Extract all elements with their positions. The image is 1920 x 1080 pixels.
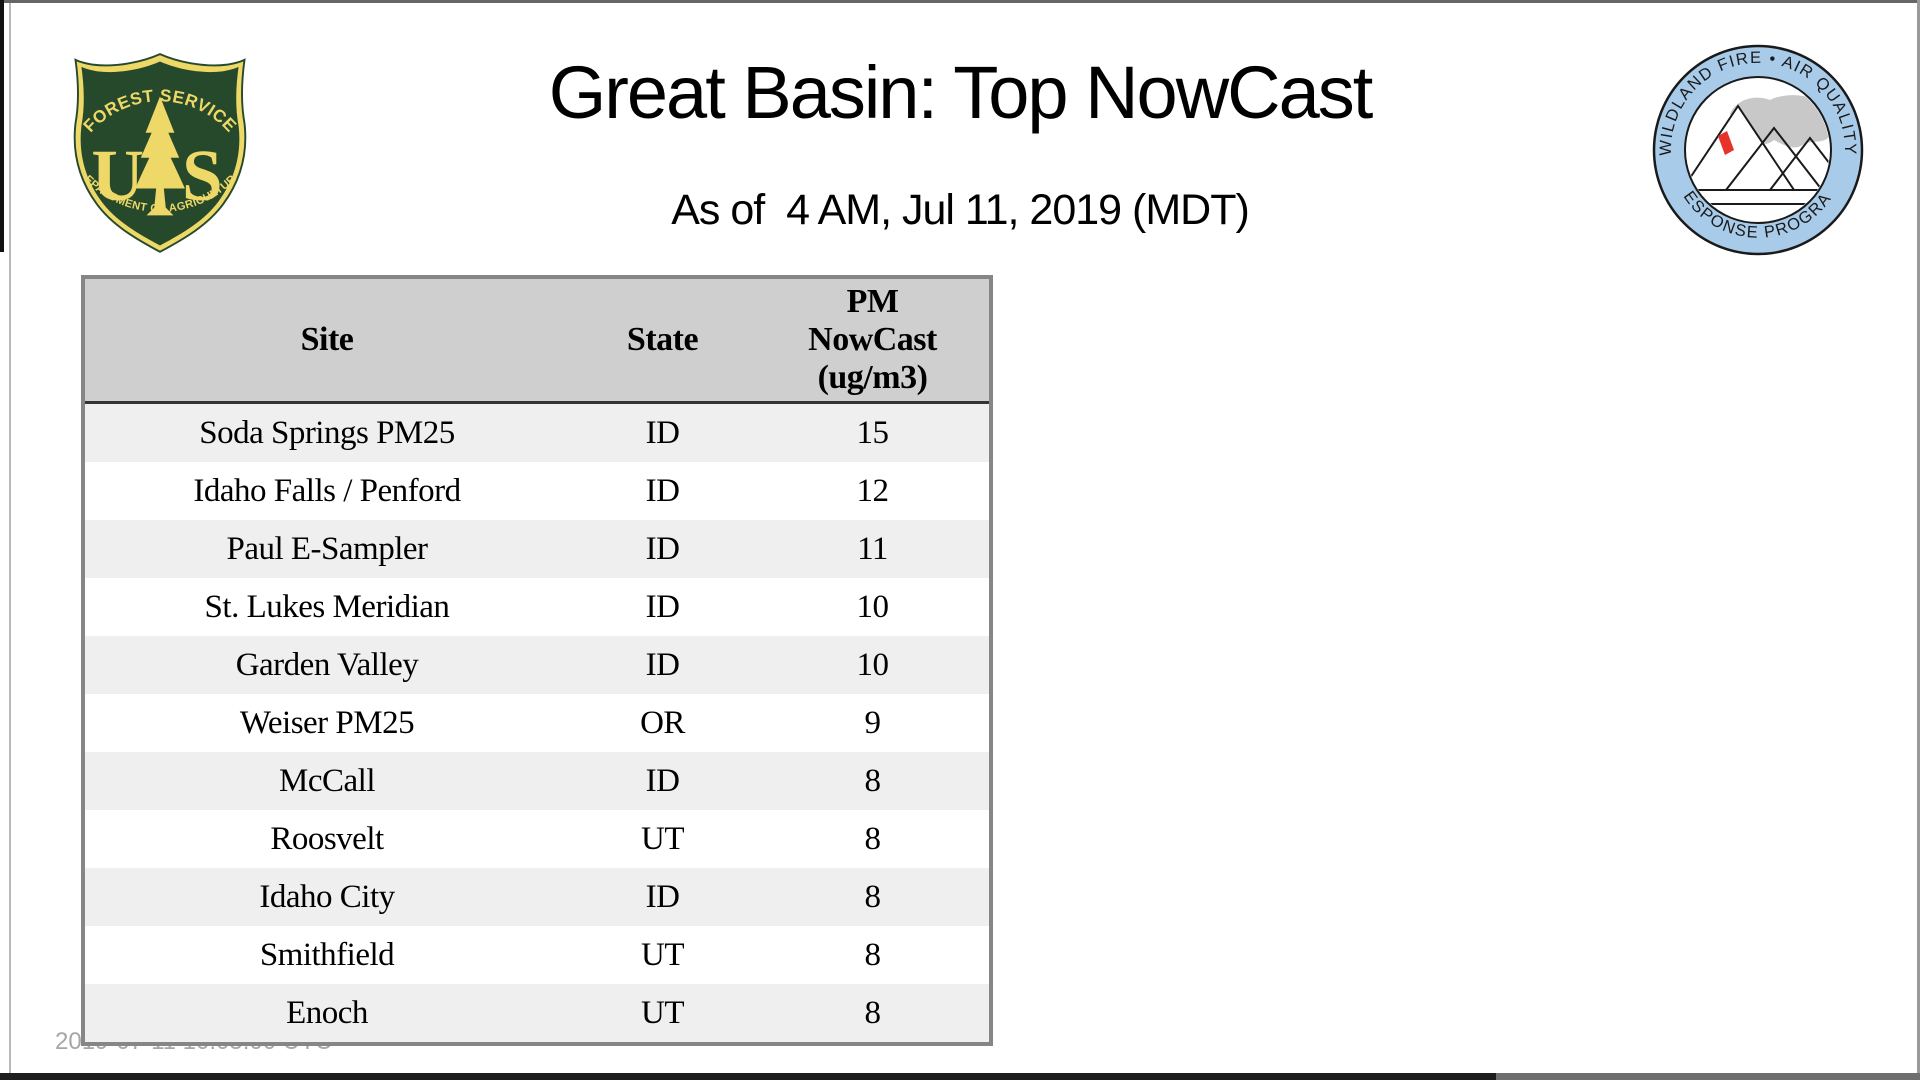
nowcast-table: Site State PM NowCast (ug/m3) Soda Sprin… <box>81 275 993 1046</box>
table-row: Roosvelt UT 8 <box>85 810 989 868</box>
table-row: Smithfield UT 8 <box>85 926 989 984</box>
page-title: Great Basin: Top NowCast <box>548 51 1374 134</box>
window-edge-bottom-right <box>1496 1073 1920 1080</box>
table-row: Paul E-Sampler ID 11 <box>85 520 989 578</box>
cell-site: Enoch <box>286 994 368 1031</box>
table-header-row: Site State PM NowCast (ug/m3) <box>85 279 989 404</box>
header-state: State <box>569 279 756 404</box>
cell-site: Soda Springs PM25 <box>199 414 455 451</box>
cell-state: ID <box>645 472 680 509</box>
cell-pm: 8 <box>864 762 882 799</box>
wfaqrp-logo: WILDLAND FIRE • AIR QUALITY RESPONSE PRO… <box>1652 44 1864 256</box>
header-pm: PM NowCast (ug/m3) <box>756 279 989 404</box>
cell-pm: 10 <box>856 588 890 625</box>
cell-state: UT <box>641 994 685 1031</box>
page-subtitle: As of 4 AM, Jul 11, 2019 (MDT) <box>671 186 1250 234</box>
table-row: Enoch UT 8 <box>85 984 989 1042</box>
cell-state: ID <box>645 762 680 799</box>
cell-site: Weiser PM25 <box>239 704 415 741</box>
cell-site: Paul E-Sampler <box>226 530 428 567</box>
cell-site: Roosvelt <box>270 820 384 857</box>
table-row: Soda Springs PM25 ID 15 <box>85 402 989 462</box>
cell-site: Garden Valley <box>235 646 419 683</box>
cell-pm: 9 <box>864 704 882 741</box>
pine-tree-icon <box>135 96 185 216</box>
cell-pm: 15 <box>856 414 890 451</box>
cell-state: UT <box>641 820 685 857</box>
cell-state: UT <box>641 936 685 973</box>
window-edge-right <box>1917 0 1920 1080</box>
cell-pm: 8 <box>864 820 882 857</box>
cell-site: St. Lukes Meridian <box>204 588 450 625</box>
cell-state: ID <box>645 530 680 567</box>
cell-state: ID <box>645 878 680 915</box>
table-row: Idaho City ID 8 <box>85 868 989 926</box>
cell-state: ID <box>645 588 680 625</box>
cell-site: Idaho Falls / Penford <box>193 472 461 509</box>
cell-pm: 12 <box>856 472 890 509</box>
table-row: Garden Valley ID 10 <box>85 636 989 694</box>
table-body: Soda Springs PM25 ID 15 Idaho Falls / Penfo… <box>85 402 989 1042</box>
cell-site: Smithfield <box>259 936 395 973</box>
forest-service-logo: FOREST SERVICE U S DEPARTMENT OF AGRICUL… <box>64 46 247 253</box>
window-edge-top <box>0 0 1920 3</box>
cell-pm: 8 <box>864 878 882 915</box>
flame-icon <box>1718 131 1734 155</box>
window-edge-bottom <box>0 1073 1496 1080</box>
monogram-u: U <box>91 135 144 216</box>
table-row: McCall ID 8 <box>85 752 989 810</box>
cell-state: OR <box>640 704 685 741</box>
table-row: Idaho Falls / Penford ID 12 <box>85 462 989 520</box>
table-row: Weiser PM25 OR 9 <box>85 694 989 752</box>
table-row: St. Lukes Meridian ID 10 <box>85 578 989 636</box>
monogram-s: S <box>182 135 223 216</box>
cell-state: ID <box>645 646 680 683</box>
window-edge-left <box>0 0 4 252</box>
cell-site: McCall <box>279 762 375 799</box>
cell-pm: 8 <box>864 994 882 1031</box>
cell-pm: 8 <box>864 936 882 973</box>
cell-site: Idaho City <box>259 878 395 915</box>
window-edge-left-line <box>9 3 11 1073</box>
header-site: Site <box>85 279 569 404</box>
cell-pm: 11 <box>857 530 888 567</box>
cell-pm: 10 <box>856 646 890 683</box>
cell-state: ID <box>645 414 680 451</box>
